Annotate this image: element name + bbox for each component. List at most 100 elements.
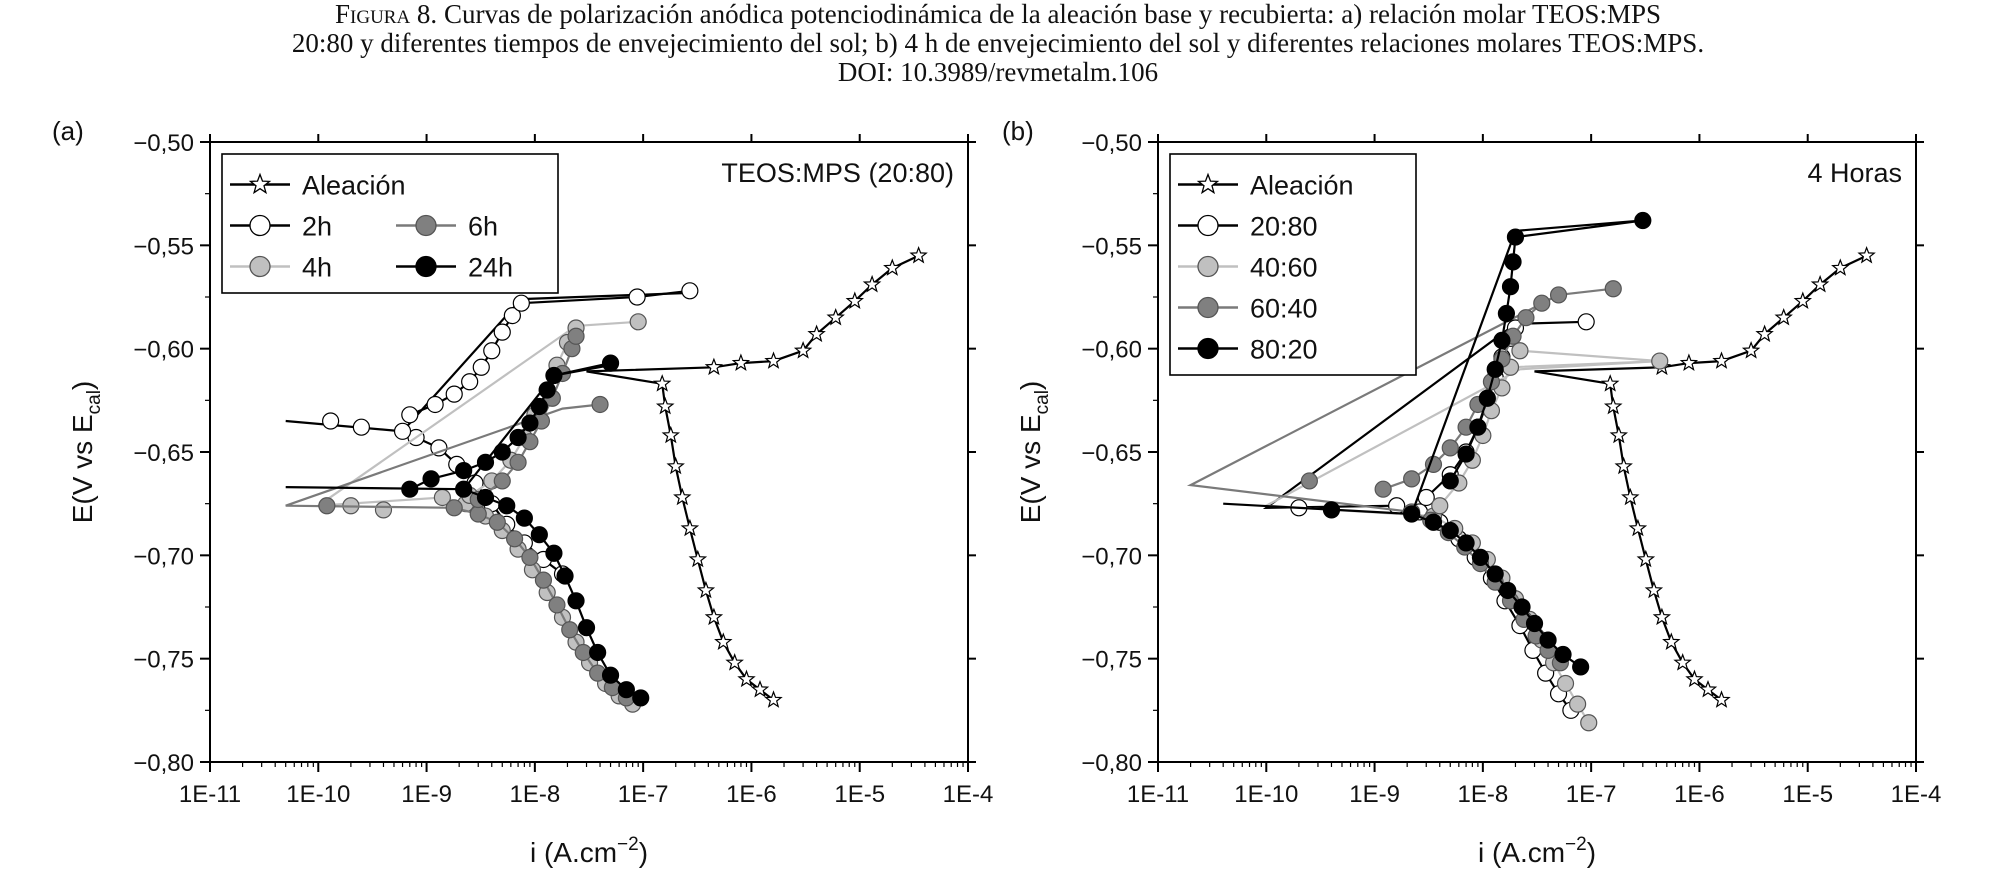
data-point	[862, 274, 882, 293]
x-tick-label: 1E-9	[1349, 781, 1400, 808]
data-point	[807, 324, 826, 343]
data-point	[680, 518, 700, 537]
y-axis-title-main: E(V vs E	[1015, 414, 1046, 523]
panel-label: (a)	[52, 116, 84, 146]
chart-panel-a: (a) 1E-11 1E-10 1E-9 1E-8 1E-7 1E-6 1E-5 1E-4 −0,…	[52, 116, 993, 868]
legend-item: Aleación	[1178, 171, 1354, 201]
data-point	[909, 245, 928, 264]
data-point	[472, 358, 490, 376]
data-point	[704, 607, 724, 626]
series-line	[1534, 366, 1723, 701]
legend-item: 2h	[230, 212, 332, 242]
data-point	[538, 381, 556, 399]
data-point	[652, 374, 672, 392]
data-point	[1636, 549, 1656, 568]
y-axis-title-close: )	[1015, 381, 1046, 390]
data-point	[1644, 580, 1664, 599]
y-tick-label: −0,55	[133, 233, 194, 260]
data-point	[1424, 513, 1443, 531]
data-point	[1755, 324, 1774, 343]
data-point	[1511, 342, 1529, 360]
legend-marker	[415, 255, 437, 278]
data-point	[681, 282, 699, 300]
x-axis-title-close: )	[1587, 837, 1596, 868]
x-tick-label: 1E-7	[1566, 781, 1617, 808]
data-point	[1698, 680, 1718, 698]
data-point	[1712, 351, 1731, 369]
data-point	[1793, 291, 1813, 309]
data-point	[714, 632, 733, 650]
series-aleaci-n	[586, 245, 928, 708]
data-point	[632, 689, 650, 707]
caption-line-1: Figura 8. Curvas de polarización anódica…	[0, 0, 1996, 29]
series-line-anodic	[713, 254, 920, 369]
data-point	[793, 341, 813, 359]
legend: Aleación 2h 4h 6h 24h	[221, 153, 559, 294]
data-point	[1403, 470, 1421, 488]
data-point	[1539, 631, 1557, 649]
y-axis-title-sub: cal	[1032, 390, 1053, 414]
data-point	[1662, 632, 1681, 650]
y-tick-label: −0,65	[133, 440, 194, 467]
data-point	[750, 680, 770, 698]
y-tick-label: −0,80	[133, 750, 194, 777]
y-tick-label: −0,60	[1081, 337, 1142, 364]
data-point	[476, 453, 495, 471]
data-point	[521, 414, 539, 432]
data-point	[1478, 389, 1496, 407]
legend-label: 20:80	[1250, 212, 1318, 242]
data-point	[883, 258, 902, 276]
x-tick-label: 1E-8	[510, 781, 561, 808]
chart-annotation: TEOS:MPS (20:80)	[721, 158, 954, 188]
data-point	[534, 571, 553, 589]
legend-marker	[249, 255, 271, 278]
data-point	[1441, 439, 1459, 457]
data-point	[1712, 690, 1731, 708]
y-tick-label: −0,70	[133, 543, 194, 570]
series-aleaci-n	[1534, 245, 1876, 708]
data-point	[1501, 278, 1520, 296]
y-tick-label: −0,50	[1081, 130, 1142, 157]
series-24h	[285, 354, 650, 707]
x-tick-label: 1E-6	[1674, 781, 1725, 808]
data-point	[1577, 313, 1595, 331]
legend-marker	[1197, 296, 1219, 319]
legend-item: 80:20	[1178, 335, 1318, 365]
x-axis-title: i (A.cm−2)	[1478, 834, 1596, 868]
x-tick-label: 1E-4	[1891, 781, 1942, 808]
x-axis-title-sup: −2	[1565, 834, 1587, 855]
data-point	[1486, 565, 1504, 583]
y-axis-title: E(V vs Ecal)	[67, 381, 105, 524]
legend-label: 24h	[468, 253, 513, 283]
data-point	[591, 395, 609, 414]
data-point	[1431, 497, 1449, 515]
data-point	[545, 544, 563, 562]
chart-panel-b: (b) 1E-11 1E-10 1E-9 1E-8 1E-7 1E-6 1E-5 1E-4 −0,…	[1002, 116, 1941, 868]
data-point	[1506, 228, 1525, 246]
data-point	[666, 456, 685, 475]
data-point	[488, 513, 506, 531]
legend-marker	[415, 214, 437, 237]
data-point	[577, 619, 596, 637]
data-point	[1603, 396, 1623, 415]
data-point	[655, 396, 675, 415]
data-point	[1604, 280, 1622, 298]
data-point	[673, 487, 692, 506]
data-point	[1580, 714, 1598, 732]
data-point	[1513, 598, 1531, 616]
legend-label: 2h	[302, 212, 332, 242]
data-point	[461, 373, 479, 391]
data-point	[545, 366, 563, 385]
data-point	[476, 488, 495, 507]
data-point	[422, 470, 440, 488]
data-point	[1741, 341, 1761, 359]
data-point	[1441, 472, 1459, 490]
legend-marker	[249, 214, 271, 237]
legend-label: 40:60	[1250, 253, 1318, 283]
data-point	[1457, 534, 1475, 552]
data-point	[561, 621, 579, 639]
data-point	[845, 291, 865, 309]
chart-annotation: 4 Horas	[1807, 158, 1902, 188]
x-axis-title-close: )	[639, 837, 648, 868]
data-point	[696, 580, 716, 599]
